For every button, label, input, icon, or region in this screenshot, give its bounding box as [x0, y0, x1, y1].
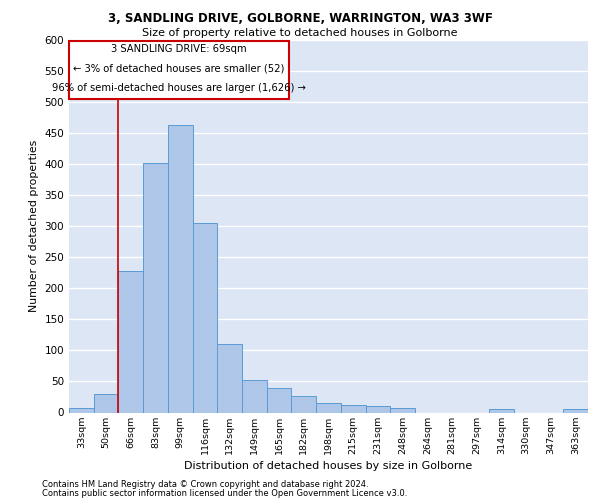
Bar — [365, 406, 390, 412]
FancyBboxPatch shape — [69, 41, 289, 99]
Bar — [217, 344, 242, 412]
Bar — [69, 408, 94, 412]
Bar — [168, 125, 193, 412]
Text: Size of property relative to detached houses in Golborne: Size of property relative to detached ho… — [142, 28, 458, 38]
Text: 3, SANDLING DRIVE, GOLBORNE, WARRINGTON, WA3 3WF: 3, SANDLING DRIVE, GOLBORNE, WARRINGTON,… — [107, 12, 493, 26]
Bar — [341, 405, 365, 412]
Bar — [267, 388, 292, 412]
Bar — [489, 410, 514, 412]
Bar — [143, 163, 168, 412]
X-axis label: Distribution of detached houses by size in Golborne: Distribution of detached houses by size … — [184, 460, 473, 470]
Bar — [94, 394, 118, 412]
Text: Contains public sector information licensed under the Open Government Licence v3: Contains public sector information licen… — [42, 488, 407, 498]
Bar — [118, 271, 143, 412]
Bar — [316, 403, 341, 412]
Text: ← 3% of detached houses are smaller (52): ← 3% of detached houses are smaller (52) — [73, 64, 284, 74]
Text: 3 SANDLING DRIVE: 69sqm: 3 SANDLING DRIVE: 69sqm — [111, 44, 247, 54]
Bar — [193, 223, 217, 412]
Bar — [292, 396, 316, 412]
Bar — [242, 380, 267, 412]
Y-axis label: Number of detached properties: Number of detached properties — [29, 140, 39, 312]
Bar — [563, 410, 588, 412]
Bar — [390, 408, 415, 412]
Text: Contains HM Land Registry data © Crown copyright and database right 2024.: Contains HM Land Registry data © Crown c… — [42, 480, 368, 489]
Text: 96% of semi-detached houses are larger (1,626) →: 96% of semi-detached houses are larger (… — [52, 83, 306, 93]
